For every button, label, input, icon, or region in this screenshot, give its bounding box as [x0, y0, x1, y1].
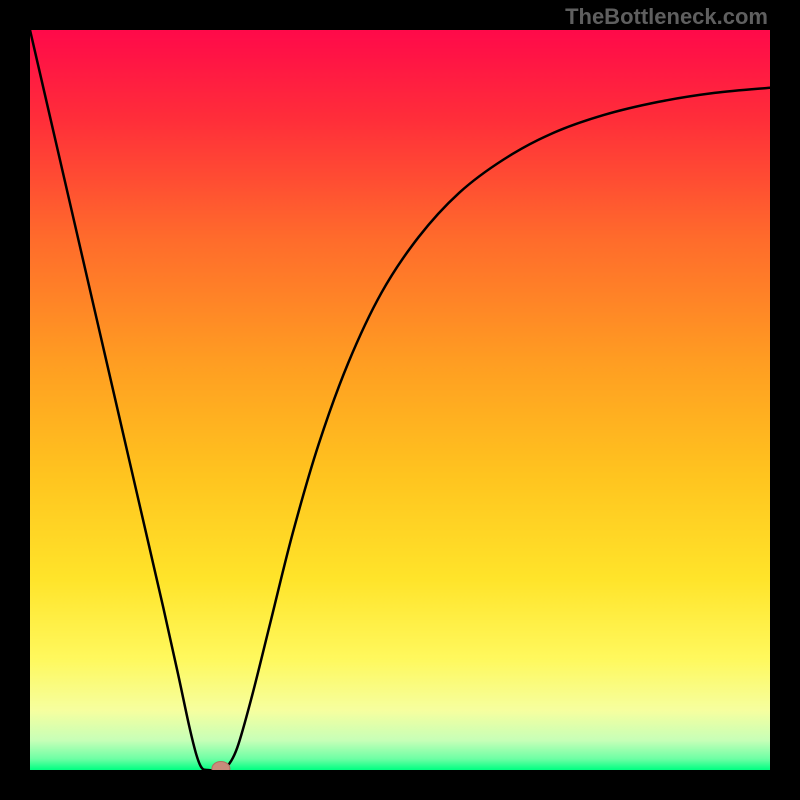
plot-area — [30, 30, 770, 770]
watermark-text: TheBottleneck.com — [565, 4, 768, 30]
bottleneck-curve — [30, 30, 770, 770]
curve-path — [30, 30, 770, 770]
minimum-marker — [212, 762, 230, 770]
